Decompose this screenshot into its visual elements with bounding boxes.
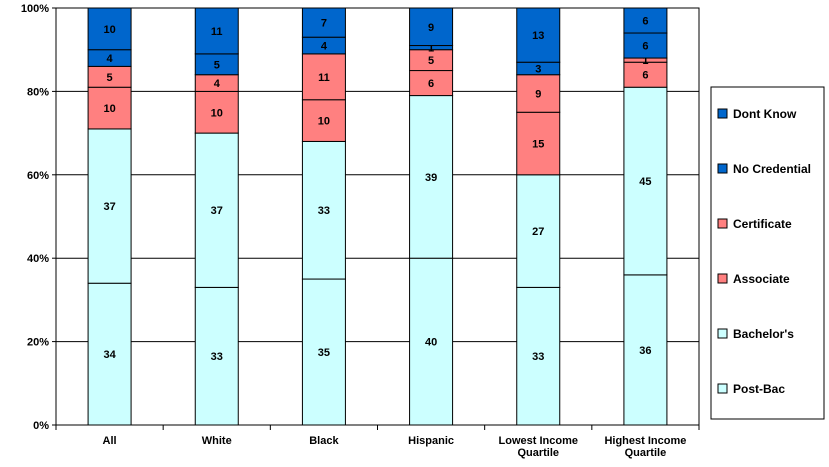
legend-label: Bachelor's bbox=[733, 327, 794, 341]
data-label: 4 bbox=[214, 78, 221, 90]
bar-segment bbox=[409, 70, 454, 97]
data-label: 4 bbox=[107, 53, 114, 65]
y-tick-label: 60% bbox=[27, 170, 49, 182]
bar-segment bbox=[87, 7, 132, 51]
bar-segment bbox=[516, 111, 561, 176]
legend-swatch bbox=[717, 273, 728, 284]
data-label: 5 bbox=[214, 59, 220, 71]
y-tick-label: 40% bbox=[27, 253, 49, 265]
data-label: 6 bbox=[428, 78, 434, 90]
bar-segment bbox=[409, 7, 454, 47]
legend-label: Certificate bbox=[733, 217, 792, 231]
data-label: 37 bbox=[103, 201, 115, 213]
data-label: 39 bbox=[425, 172, 437, 184]
y-tick-label: 20% bbox=[27, 337, 49, 349]
data-label: 6 bbox=[642, 70, 648, 82]
data-label: 27 bbox=[532, 226, 544, 238]
bar-segment bbox=[516, 174, 561, 288]
legend-swatch bbox=[717, 108, 728, 119]
y-tick-label: 0% bbox=[33, 420, 49, 432]
bar-segment bbox=[194, 286, 239, 426]
data-label: 37 bbox=[211, 205, 223, 217]
data-label: 11 bbox=[211, 26, 223, 38]
data-label: 5 bbox=[107, 72, 113, 84]
data-label: 33 bbox=[532, 351, 544, 363]
bar-segment bbox=[301, 53, 346, 101]
legend-label: Post-Bac bbox=[733, 382, 785, 396]
y-axis: 0% 20% 40% 60% 80% 100% bbox=[21, 3, 56, 432]
bar-segment bbox=[301, 278, 346, 426]
data-label: 40 bbox=[425, 337, 437, 349]
data-label: 10 bbox=[318, 116, 330, 128]
data-label: 9 bbox=[535, 88, 541, 100]
data-label: 45 bbox=[639, 176, 651, 188]
bar-segment bbox=[409, 257, 454, 426]
bar-segment bbox=[301, 99, 346, 142]
bar-segment bbox=[516, 7, 561, 63]
data-label: 10 bbox=[103, 103, 115, 115]
bars: 3437105410333710451135331011474039651933… bbox=[87, 7, 668, 426]
plot-area bbox=[55, 7, 700, 426]
data-label: 15 bbox=[532, 139, 544, 151]
x-tick-label: Lowest Income bbox=[499, 435, 578, 447]
x-axis: All White Black Hispanic Lowest IncomeQuarti… bbox=[55, 425, 700, 459]
data-label: 35 bbox=[318, 347, 330, 359]
data-label: 4 bbox=[321, 41, 328, 53]
bar-segment bbox=[301, 7, 346, 38]
data-label: 10 bbox=[103, 24, 115, 36]
legend-label: Associate bbox=[733, 272, 790, 286]
data-label: 5 bbox=[428, 55, 434, 67]
x-tick-label: Black bbox=[309, 435, 339, 447]
data-label: 33 bbox=[211, 351, 223, 363]
x-tick-label: Highest Income bbox=[604, 435, 686, 447]
bar-segment bbox=[623, 7, 668, 34]
legend: Dont Know No Credential Certificate Associa… bbox=[710, 86, 825, 420]
data-label: 13 bbox=[532, 30, 544, 42]
data-label: 1 bbox=[428, 43, 434, 55]
data-label: 33 bbox=[318, 205, 330, 217]
data-label: 7 bbox=[321, 18, 327, 30]
data-label: 6 bbox=[642, 16, 648, 28]
data-label: 3 bbox=[535, 63, 541, 75]
legend-label: No Credential bbox=[733, 162, 811, 176]
x-tick-label: Quartile bbox=[625, 447, 667, 459]
y-tick-label: 100% bbox=[21, 3, 49, 15]
legend-label: Dont Know bbox=[733, 107, 797, 121]
gridlines bbox=[56, 90, 699, 343]
x-tick-label: Quartile bbox=[517, 447, 559, 459]
bar-segment bbox=[516, 286, 561, 426]
legend-swatch bbox=[717, 328, 728, 339]
bar-segment bbox=[623, 32, 668, 59]
bar-segment bbox=[301, 140, 346, 280]
legend-swatch bbox=[717, 218, 728, 229]
data-label: 6 bbox=[642, 41, 648, 53]
data-label: 36 bbox=[639, 345, 651, 357]
bar-segment bbox=[194, 132, 239, 288]
x-tick-label: All bbox=[103, 435, 117, 447]
bar-segment bbox=[87, 86, 132, 130]
bar-segment bbox=[623, 274, 668, 426]
data-label: 34 bbox=[103, 349, 116, 361]
bar-segment bbox=[516, 74, 561, 113]
x-tick-label: Hispanic bbox=[408, 435, 454, 447]
data-label: 10 bbox=[211, 107, 223, 119]
legend-swatch bbox=[717, 163, 728, 174]
data-label: 9 bbox=[428, 22, 434, 34]
legend-box bbox=[710, 86, 825, 420]
bar-segment bbox=[194, 7, 239, 55]
data-label: 11 bbox=[318, 72, 330, 84]
y-tick-label: 80% bbox=[27, 86, 49, 98]
data-label: 1 bbox=[642, 55, 648, 67]
legend-swatch bbox=[717, 383, 728, 394]
x-tick-label: White bbox=[202, 435, 232, 447]
bar-segment bbox=[87, 282, 132, 426]
